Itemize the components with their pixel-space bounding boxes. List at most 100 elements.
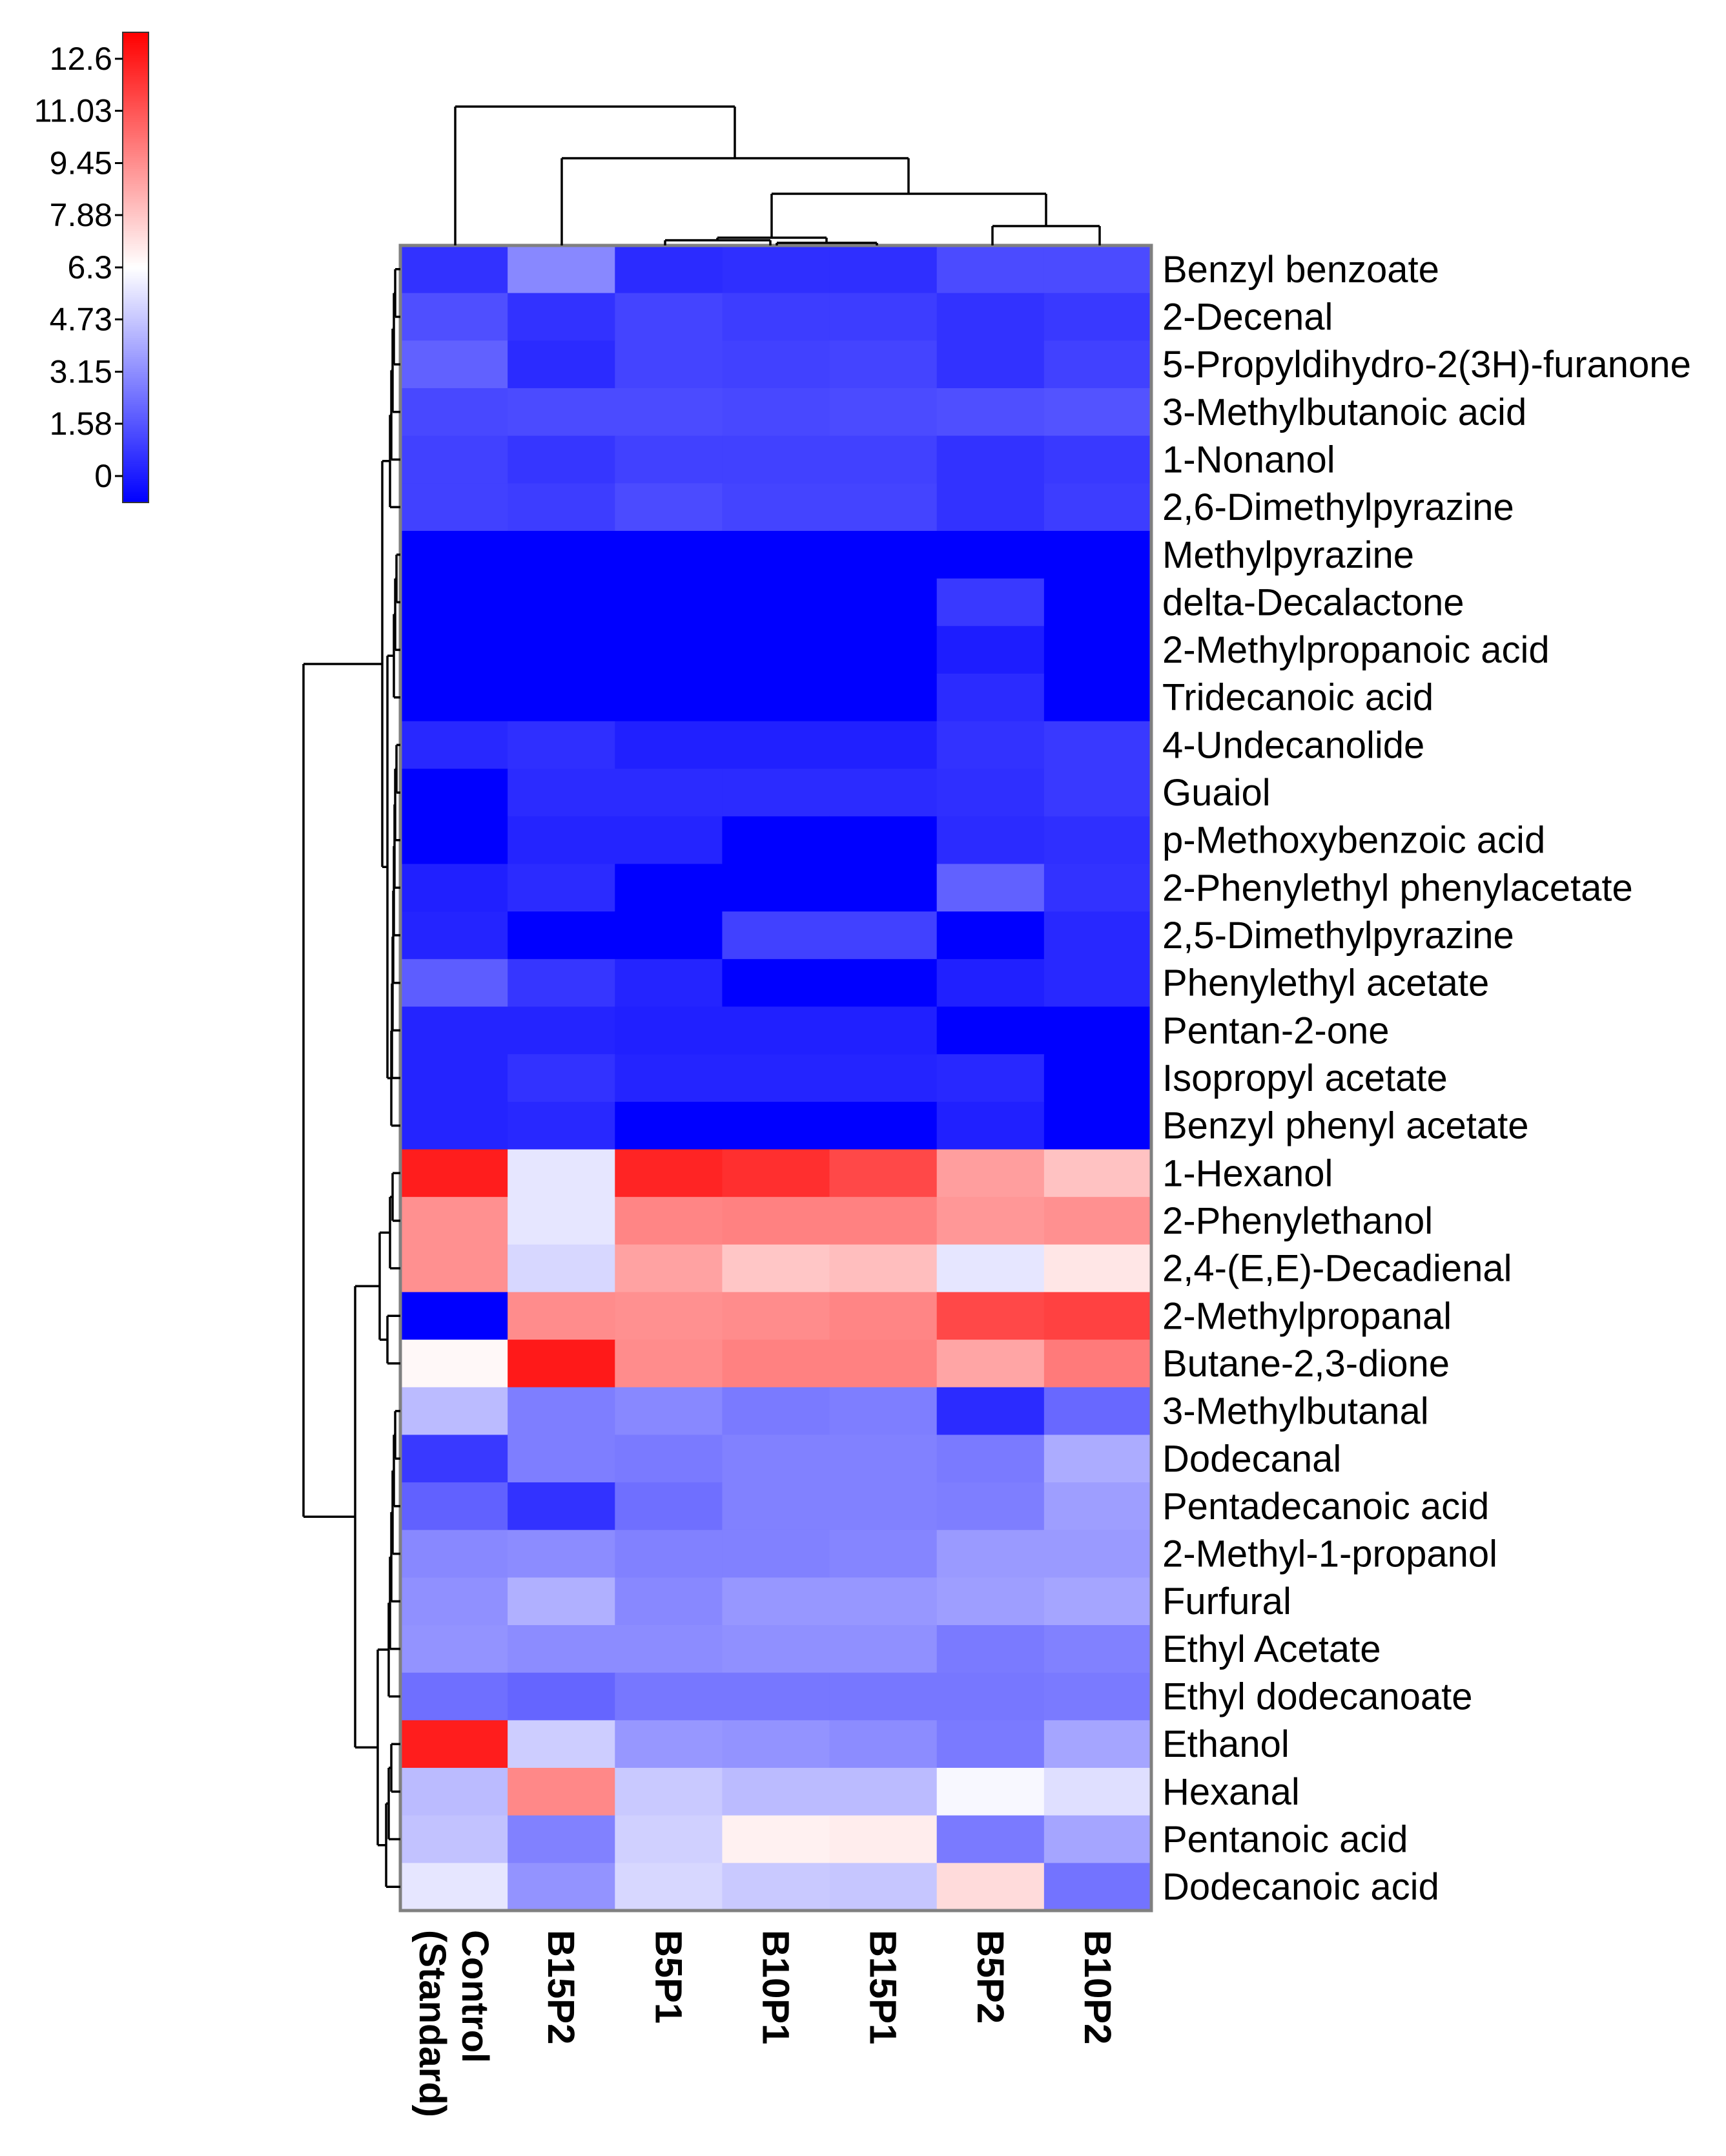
heatmap-cell-r32-c2 (508, 1720, 615, 1768)
colorbar-segment (123, 34, 149, 37)
colorbar-segment (123, 116, 149, 119)
colorbar-segment (123, 167, 149, 170)
heatmap-cell-r32-c3 (615, 1720, 723, 1768)
colorbar-segment (123, 181, 149, 185)
colorbar-segment (123, 378, 149, 382)
colorbar-segment (123, 468, 149, 472)
heatmap-cell-r24-c2 (508, 1340, 615, 1388)
heatmap-cell-r26-c6 (936, 1435, 1045, 1483)
colorbar-segment (123, 96, 149, 99)
heatmap-cell-r2-c6 (936, 293, 1045, 341)
colorbar-segment (123, 380, 149, 384)
heatmap-cell-r3-c3 (615, 340, 723, 389)
colorbar-segment (123, 459, 149, 462)
heatmap-cell-r35-c4 (722, 1863, 830, 1911)
heatmap-cell-r35-c1 (400, 1863, 508, 1911)
heatmap-cell-r8-c3 (615, 578, 723, 627)
heatmap-cell-r8-c5 (829, 578, 938, 627)
colorbar-segment (123, 239, 149, 243)
heatmap-cell-r7-c3 (615, 530, 723, 579)
heatmap-cell-r1-c3 (615, 245, 723, 294)
heatmap-cell-r12-c2 (508, 769, 615, 817)
heatmap-cell-r26-c1 (400, 1435, 508, 1483)
colorbar-segment (123, 263, 149, 266)
colorbar-segment (123, 85, 149, 88)
colorbar-segment (123, 222, 149, 225)
heatmap-cell-r15-c3 (615, 911, 723, 960)
heatmap-cell-r15-c1 (400, 911, 508, 960)
heatmap-cell-r20-c6 (936, 1149, 1045, 1197)
heatmap-cell-r20-c1 (400, 1149, 508, 1197)
colorbar-segment (123, 160, 149, 163)
heatmap-cell-r26-c7 (1043, 1435, 1152, 1483)
colorbar-segment (123, 496, 149, 499)
heatmap-cell-r3-c1 (400, 340, 508, 389)
colorbar-segment (123, 355, 149, 358)
colorbar-tick-label: 4.73 (50, 302, 112, 338)
colorbar-segment (123, 286, 149, 289)
heatmap-cell-r5-c3 (615, 435, 723, 484)
heatmap-cell-r11-c1 (400, 721, 508, 769)
colorbar-segment (123, 128, 149, 132)
row-label: Pentanoic acid (1162, 1819, 1408, 1861)
row-label: 2-Phenylethyl phenylacetate (1162, 867, 1633, 909)
column-label: B10P1 (755, 1930, 797, 2044)
heatmap-cell-r13-c6 (936, 816, 1045, 865)
heatmap-cell-r28-c4 (722, 1529, 830, 1578)
heatmap-cell-r4-c3 (615, 388, 723, 437)
colorbar-segment (123, 481, 149, 484)
heatmap-cell-r7-c4 (722, 530, 830, 579)
colorbar-segment (123, 256, 149, 260)
heatmap-cell-r30-c2 (508, 1625, 615, 1674)
colorbar-segment (123, 51, 149, 54)
colorbar-segment (123, 304, 149, 307)
heatmap-cell-r35-c3 (615, 1863, 723, 1911)
heatmap-cell-r29-c3 (615, 1577, 723, 1626)
heatmap-cell-r5-c5 (829, 435, 938, 484)
column-label: B10P2 (1076, 1930, 1118, 2044)
colorbar-segment (123, 216, 149, 219)
colorbar-segment (123, 252, 149, 255)
heatmap-cell-r3-c2 (508, 340, 615, 389)
colorbar-segment (123, 374, 149, 377)
colorbar-segment (123, 229, 149, 232)
heatmap-cell-r21-c6 (936, 1197, 1045, 1245)
heatmap-cell-r16-c3 (615, 959, 723, 1008)
colorbar-segment (123, 307, 149, 311)
heatmap-cell-r28-c7 (1043, 1529, 1152, 1578)
colorbar-segment (123, 218, 149, 221)
colorbar-segment (123, 346, 149, 349)
column-label: B5P2 (969, 1930, 1011, 2024)
heatmap-cell-r11-c3 (615, 721, 723, 769)
row-label: 3-Methylbutanal (1162, 1391, 1429, 1433)
heatmap-cell-r20-c2 (508, 1149, 615, 1197)
colorbar-segment (123, 369, 149, 373)
colorbar-segment (123, 363, 149, 367)
colorbar-segment (123, 47, 149, 50)
colorbar-segment (123, 265, 149, 268)
heatmap-cell-r33-c3 (615, 1768, 723, 1816)
heatmap-cell-r32-c5 (829, 1720, 938, 1768)
colorbar-segment (123, 425, 149, 428)
colorbar-segment (123, 109, 149, 112)
colorbar-segment (123, 464, 149, 467)
colorbar-segment (123, 457, 149, 461)
heatmap-cell-r9-c5 (829, 626, 938, 674)
colorbar-segment (123, 242, 149, 245)
colorbar-segment (123, 368, 149, 371)
heatmap-cell-r7-c6 (936, 530, 1045, 579)
heatmap-cell-r10-c5 (829, 673, 938, 722)
colorbar-segment (123, 54, 149, 57)
row-label: Butane-2,3-dione (1162, 1343, 1450, 1385)
heatmap-cell-r2-c4 (722, 293, 830, 341)
heatmap-cell-r28-c3 (615, 1529, 723, 1578)
heatmap-cell-r28-c2 (508, 1529, 615, 1578)
colorbar-segment (123, 68, 149, 72)
colorbar-segment (123, 276, 149, 279)
heatmap-cell-r23-c3 (615, 1292, 723, 1340)
colorbar-segment (123, 207, 149, 211)
colorbar-segment (123, 196, 149, 200)
heatmap-cell-r28-c1 (400, 1529, 508, 1578)
heatmap-cell-r18-c7 (1043, 1054, 1152, 1103)
